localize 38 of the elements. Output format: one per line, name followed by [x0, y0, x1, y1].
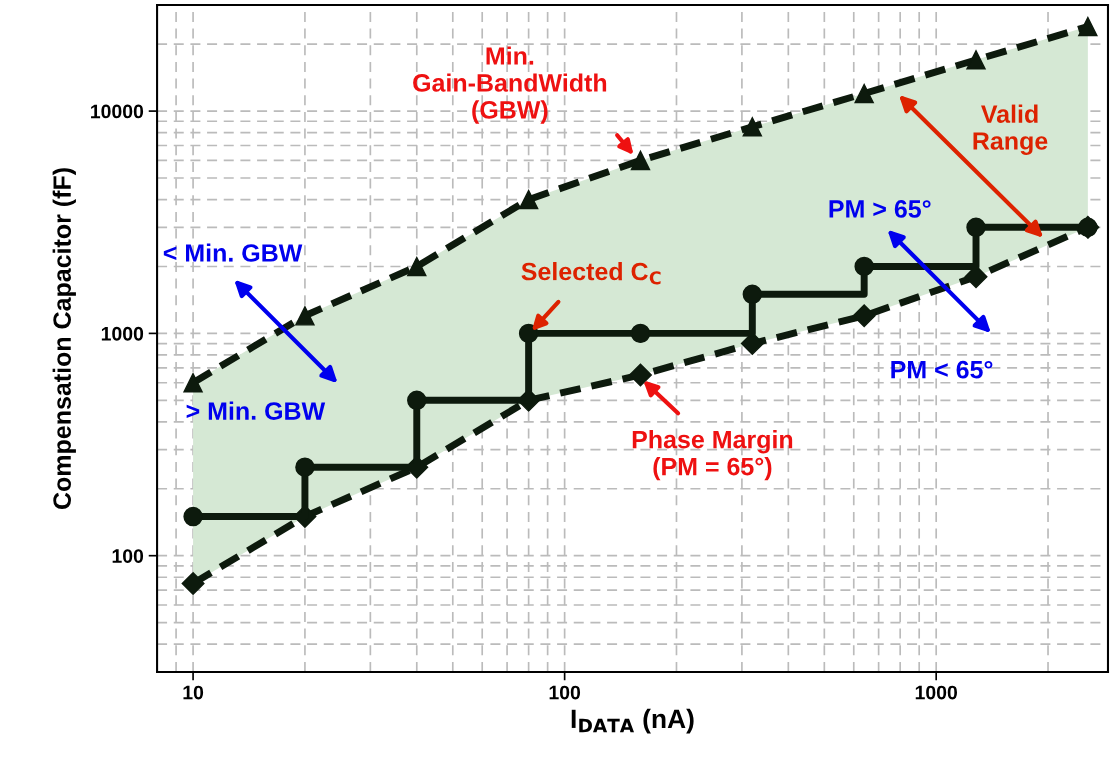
annotation: Min. Gain-BandWidth (GBW)	[413, 46, 607, 124]
point	[181, 571, 205, 595]
point	[966, 50, 986, 70]
annotation: > Min. GBW	[186, 401, 326, 420]
x-tick-label: 10	[183, 685, 204, 700]
y-tick-label: 10000	[91, 104, 144, 119]
annotation: Valid Range	[973, 104, 1048, 155]
point	[630, 323, 651, 344]
x-tick-label: 1000	[915, 685, 958, 700]
x-tick-label: 100	[549, 685, 581, 700]
annotation: Phase Margin (PM = 65°)	[632, 430, 793, 481]
point	[742, 284, 763, 304]
annotation: Selected C$_{C}$	[521, 262, 661, 285]
point	[407, 390, 427, 411]
point	[628, 363, 652, 387]
point	[966, 217, 986, 238]
point	[518, 189, 539, 210]
point	[295, 306, 315, 326]
point	[295, 457, 315, 477]
point	[630, 150, 651, 171]
point	[854, 83, 874, 104]
x-axis-title: I$_{DATA}$ (nA)	[571, 708, 694, 734]
y-tick-label: 100	[112, 549, 144, 563]
point	[854, 256, 874, 277]
y-tick-label: 1000	[101, 326, 144, 341]
y-axis-title: Compensation Capacitor (fF)	[52, 168, 76, 509]
point	[183, 506, 203, 527]
annotation: PM < 65°	[891, 360, 993, 379]
point	[407, 256, 427, 277]
point	[740, 332, 764, 356]
point	[183, 372, 203, 393]
annotation: < Min. GBW	[163, 243, 303, 262]
point	[742, 117, 763, 137]
point	[852, 304, 876, 328]
point	[964, 265, 988, 289]
annotation: PM > 65°	[829, 200, 931, 218]
point	[518, 323, 539, 344]
point	[1078, 16, 1098, 37]
